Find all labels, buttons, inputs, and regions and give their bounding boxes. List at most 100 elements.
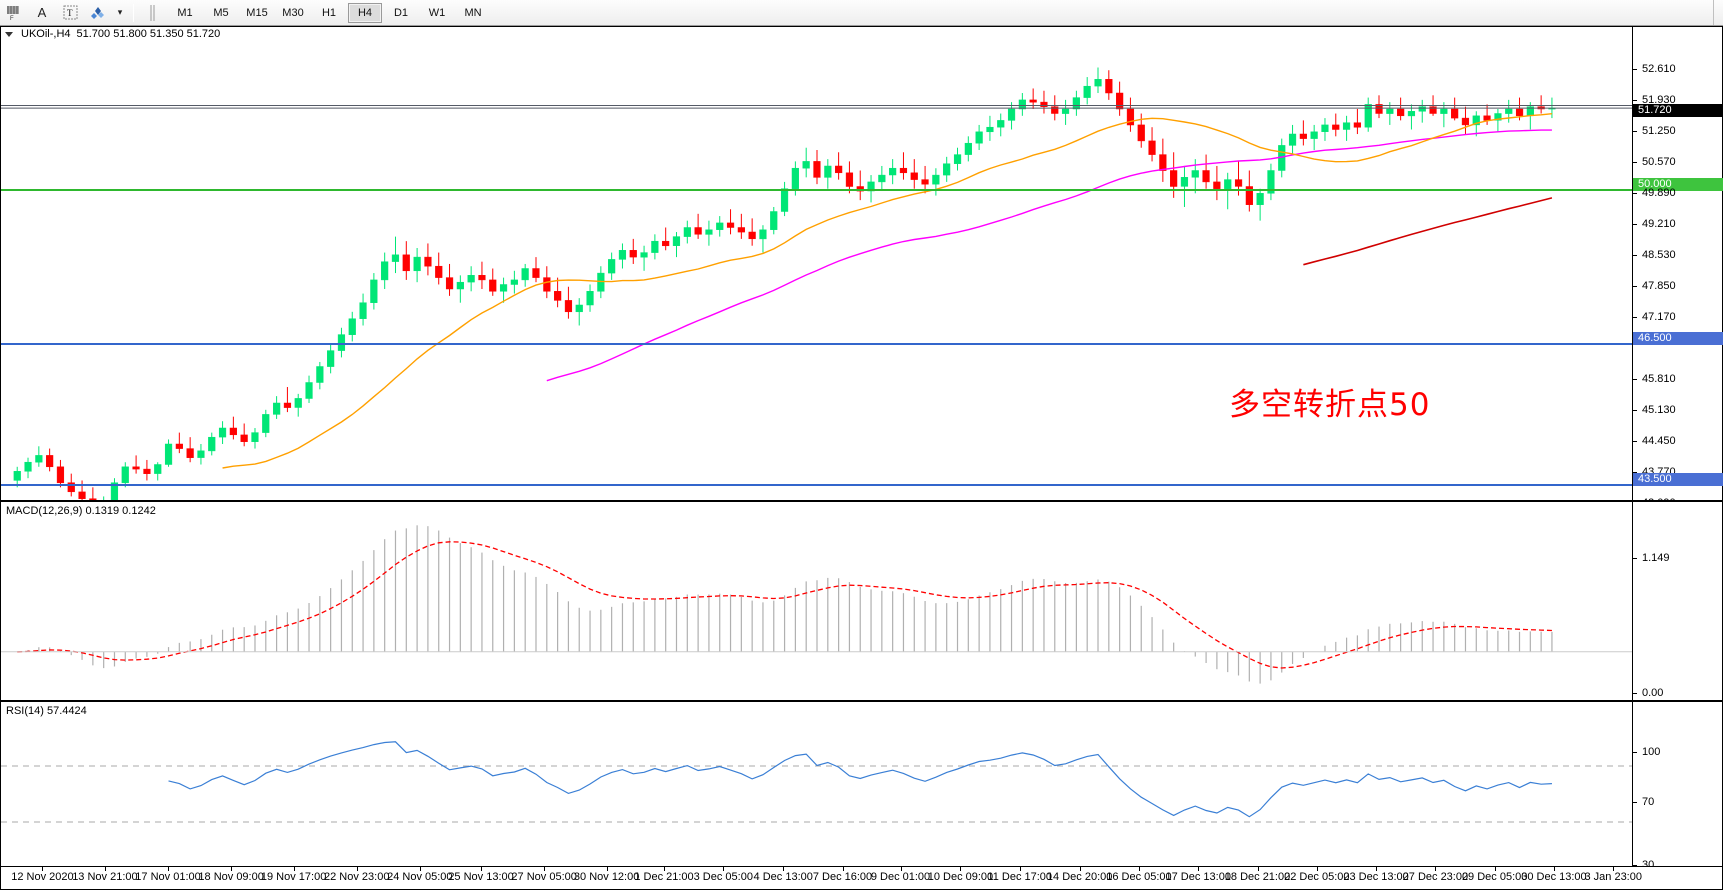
dropdown-arrow-icon[interactable]: ▾ [117, 7, 123, 17]
macd-tick-0m00: 0.00 [1633, 687, 1723, 700]
symbol-header: UKOil-,H4 51.700 51.800 51.350 51.720 [1, 27, 1723, 41]
text-label-tool-icon[interactable]: T [57, 2, 83, 24]
time-label: 9 Dec 01:00 [870, 871, 931, 883]
price-tick-47-170: 47.170 [1633, 311, 1723, 324]
time-tick [783, 867, 785, 871]
timeframe-button-d1[interactable]: D1 [393, 6, 409, 19]
time-tick [960, 867, 962, 871]
time-tick [1316, 867, 1318, 871]
timeframe-button-m5[interactable]: M5 [213, 6, 229, 19]
timeframe-group: M1 M5 M15 M30 H1 H4 D1 W1 MN [167, 2, 491, 23]
crosshair-periodicity-icon[interactable]: F [1, 2, 27, 24]
level-line-51-930[interactable] [1, 105, 1632, 106]
price-panel[interactable]: 多空转折点50 52.610 51.930 51.720 51.250 50.570 50… [0, 26, 1723, 540]
price-tick-51-720: 51.720 [1633, 104, 1723, 117]
time-tick [606, 867, 608, 871]
time-tick [42, 867, 44, 871]
time-label: 18 Dec 21:00 [1224, 871, 1291, 883]
time-tick [1376, 867, 1378, 871]
timeframe-button-m1[interactable]: M1 [177, 6, 193, 19]
time-tick [664, 867, 665, 871]
price-tick-51-250: 51.250 [1633, 125, 1723, 138]
time-label: 7 Dec 16:00 [812, 871, 873, 883]
price-tick-48-530: 48.530 [1633, 249, 1723, 262]
time-tick [1019, 867, 1021, 871]
macd-tick-1m149: 1.149 [1633, 552, 1723, 565]
time-tick [356, 867, 358, 871]
time-label: 4 Dec 13:00 [753, 871, 813, 883]
time-tick [481, 867, 483, 871]
chart-annotation: 多空转折点50 [1229, 387, 1431, 423]
time-label: 30 Dec 13:00 [1521, 871, 1587, 883]
price-tick-47-850: 47.850 [1633, 280, 1723, 293]
price-axis[interactable]: 52.610 51.930 51.720 51.250 50.570 50.000 49.8… [1632, 27, 1723, 540]
price-tick-49-890: 49.890 [1633, 187, 1723, 200]
timeframe-button-w1[interactable]: W1 [428, 6, 446, 19]
time-label: 11 Dec 17:00 [987, 871, 1053, 883]
price-tick-52-610: 52.610 [1633, 63, 1723, 76]
rsi-tick-70: 70 [1633, 796, 1723, 809]
rsi-panel[interactable]: 100 70 30 RSI(14) 57.4424 [0, 701, 1723, 871]
collapse-chevron-icon[interactable] [5, 31, 13, 37]
toolbar-separator [133, 3, 134, 22]
text-tool-icon[interactable]: A [37, 5, 47, 20]
rsi-plot-area[interactable] [1, 702, 1632, 866]
macd-plot-area[interactable] [1, 502, 1632, 700]
time-tick [1613, 867, 1615, 871]
timeframe-button-mn[interactable]: MN [464, 6, 482, 19]
timeframe-button-h4[interactable]: H4 [348, 2, 382, 23]
time-label: 3 Dec 05:00 [693, 871, 753, 883]
level-line-46-500[interactable] [1, 343, 1632, 345]
time-label: 17 Nov 01:00 [135, 871, 201, 883]
time-tick [168, 867, 170, 871]
main-toolbar: F A T ▾ M1 M5 M15 M30 H1 H4 D1 W1 MN [0, 0, 1723, 26]
price-tick-45-810: 45.810 [1633, 373, 1723, 386]
price-tick-43-500: 43.500 [1633, 473, 1723, 486]
time-label: 23 Dec 13:00 [1343, 871, 1409, 883]
time-tick [1198, 867, 1200, 871]
time-label: 16 Dec 05:00 [1106, 871, 1172, 883]
time-label: 30 Nov 12:00 [573, 871, 640, 883]
symbol-name: UKOil-,H4 [21, 28, 71, 40]
time-tick [1435, 867, 1437, 871]
time-label: 18 Nov 09:00 [198, 871, 264, 883]
symbol-ohlc: 51.700 51.800 51.350 51.720 [76, 28, 221, 40]
time-label: 29 Dec 05:00 [1461, 871, 1528, 883]
time-label: 22 Nov 23:00 [324, 871, 390, 883]
rsi-layer [1, 741, 1632, 823]
time-tick [842, 867, 844, 871]
price-tick-45-130: 45.130 [1633, 404, 1723, 417]
time-tick [293, 867, 295, 871]
time-label: 25 Nov 13:00 [448, 871, 514, 883]
level-line-50-000[interactable] [1, 189, 1632, 191]
price-plot-area[interactable]: 多空转折点50 [1, 27, 1632, 500]
macd-layer [1, 525, 1632, 684]
price-tick-50-570: 50.570 [1633, 156, 1723, 169]
time-tick [1138, 867, 1140, 871]
time-label: 13 Nov 21:00 [72, 871, 138, 883]
rsi-axis: 100 70 30 [1632, 702, 1723, 871]
time-label: 27 Dec 23:00 [1402, 871, 1469, 883]
time-label: 17 Dec 13:00 [1165, 871, 1231, 883]
toolbar-grip[interactable] [140, 2, 166, 24]
timeframe-button-h1[interactable]: H1 [321, 6, 337, 19]
timeframe-button-m15[interactable]: M15 [246, 6, 268, 19]
timeframe-button-m30[interactable]: M30 [282, 6, 304, 19]
shapes-tool-icon[interactable] [85, 2, 111, 24]
time-tick [544, 867, 546, 871]
time-tick [1494, 867, 1496, 871]
time-label: 27 Nov 05:00 [511, 871, 577, 883]
chart-workspace: 多空转折点50 52.610 51.930 51.720 51.250 50.570 50… [0, 26, 1723, 890]
time-tick [1257, 867, 1259, 871]
candlestick-layer [1, 67, 1632, 500]
price-tick-49-210: 49.210 [1633, 218, 1723, 231]
time-axis[interactable]: 12 Nov 2020 13 Nov 21:00 17 Nov 01:00 18 No… [0, 867, 1723, 890]
svg-text:T: T [67, 8, 73, 18]
time-label: 10 Dec 09:00 [927, 871, 994, 883]
toolbar-end-divider [1713, 0, 1723, 25]
time-label: 19 Nov 17:00 [260, 871, 327, 883]
level-line-43-500[interactable] [1, 484, 1632, 486]
svg-text:F: F [10, 16, 14, 21]
time-tick [231, 867, 233, 871]
